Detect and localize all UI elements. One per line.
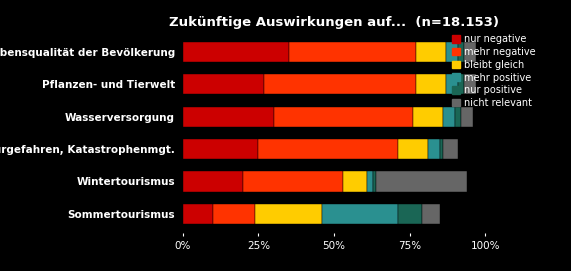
Bar bbox=[397, 139, 428, 159]
Bar bbox=[455, 107, 461, 127]
Bar bbox=[416, 74, 446, 94]
Bar bbox=[413, 107, 443, 127]
Bar bbox=[213, 204, 255, 224]
Bar bbox=[255, 204, 322, 224]
Bar bbox=[464, 74, 476, 94]
Bar bbox=[443, 107, 455, 127]
Bar bbox=[288, 42, 416, 62]
Bar bbox=[183, 42, 288, 62]
Bar bbox=[183, 107, 274, 127]
Bar bbox=[183, 204, 213, 224]
Bar bbox=[464, 42, 476, 62]
Bar bbox=[440, 139, 443, 159]
Bar bbox=[446, 74, 458, 94]
Bar bbox=[343, 171, 367, 192]
Bar bbox=[458, 74, 464, 94]
Bar bbox=[183, 171, 243, 192]
Bar bbox=[458, 42, 464, 62]
Bar bbox=[367, 171, 373, 192]
Bar bbox=[264, 74, 416, 94]
Title: Zukünftige Auswirkungen auf...  (n=18.153): Zukünftige Auswirkungen auf... (n=18.153… bbox=[169, 15, 499, 28]
Bar bbox=[376, 171, 467, 192]
Bar bbox=[183, 74, 264, 94]
Bar bbox=[446, 42, 458, 62]
Bar bbox=[416, 42, 446, 62]
Bar bbox=[274, 107, 413, 127]
Bar bbox=[183, 139, 258, 159]
Bar bbox=[373, 171, 376, 192]
Bar bbox=[422, 204, 440, 224]
Bar bbox=[397, 204, 422, 224]
Bar bbox=[443, 139, 458, 159]
Bar bbox=[322, 204, 397, 224]
Bar bbox=[461, 107, 473, 127]
Bar bbox=[243, 171, 343, 192]
Bar bbox=[428, 139, 440, 159]
Legend: nur negative, mehr negative, bleibt gleich, mehr positive, nur positive, nicht r: nur negative, mehr negative, bleibt glei… bbox=[451, 33, 536, 109]
Bar bbox=[258, 139, 397, 159]
